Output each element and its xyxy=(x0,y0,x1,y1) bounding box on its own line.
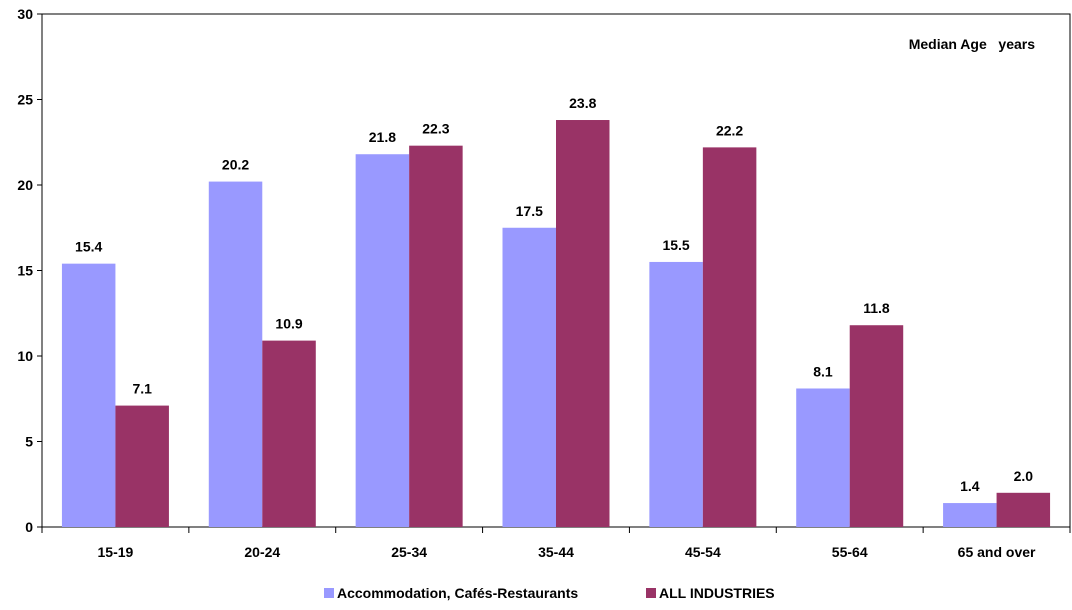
bar-all-industries-35-44 xyxy=(556,120,610,528)
bar-all-industries-65-and-over xyxy=(996,492,1051,527)
bar-all-industries-15-19 xyxy=(115,405,169,527)
data-label: 23.8 xyxy=(569,95,596,111)
x-tick-label: 55-64 xyxy=(832,544,868,560)
data-label: 2.0 xyxy=(1014,468,1034,484)
x-tick-label: 25-34 xyxy=(391,544,427,560)
data-label: 22.2 xyxy=(716,122,743,138)
data-label: 15.5 xyxy=(662,237,689,253)
y-tick-label: 20 xyxy=(17,177,33,193)
data-label: 1.4 xyxy=(960,478,980,494)
legend-swatch xyxy=(324,588,334,598)
y-tick-label: 0 xyxy=(25,519,33,535)
x-tick-label: 45-54 xyxy=(685,544,721,560)
legend-swatch xyxy=(646,588,656,598)
chart-annotation: Median Age years xyxy=(909,36,1036,52)
x-tick-label: 15-19 xyxy=(98,544,134,560)
bar-accommodation-15-19 xyxy=(61,263,116,527)
bar-accommodation-45-54 xyxy=(649,261,703,527)
data-label: 17.5 xyxy=(516,203,543,219)
y-tick-label: 30 xyxy=(17,6,33,22)
bar-accommodation-65-and-over xyxy=(943,503,997,527)
data-label: 15.4 xyxy=(75,239,102,255)
bar-all-industries-55-64 xyxy=(849,325,904,527)
bar-all-industries-45-54 xyxy=(702,147,757,527)
x-tick-label: 65 and over xyxy=(958,544,1036,560)
y-tick-label: 5 xyxy=(25,434,33,450)
data-label: 20.2 xyxy=(222,157,249,173)
bar-accommodation-55-64 xyxy=(796,388,850,527)
data-label: 7.1 xyxy=(132,381,152,397)
bars xyxy=(61,120,1051,528)
data-label: 22.3 xyxy=(422,121,449,137)
data-label: 21.8 xyxy=(369,129,396,145)
data-label: 11.8 xyxy=(863,300,890,316)
legend-label: ALL INDUSTRIES xyxy=(659,585,775,601)
data-labels: 15.4 7.1 20.2 10.9 21.8 22.3 17.5 23.8 15.5 22.2 8… xyxy=(75,95,1033,494)
y-tick-label: 10 xyxy=(17,348,33,364)
axes: 0 5 10 15 20 25 30 15-19 20-24 25-34 35-44 45-54 55-… xyxy=(17,6,1071,560)
legend: Accommodation, Cafés-Restaurants ALL INDU… xyxy=(324,585,775,601)
y-tick-label: 15 xyxy=(17,263,33,279)
bar-accommodation-20-24 xyxy=(208,181,263,527)
data-label: 10.9 xyxy=(275,316,302,332)
bar-all-industries-20-24 xyxy=(262,340,316,527)
legend-label: Accommodation, Cafés-Restaurants xyxy=(337,585,578,601)
bar-accommodation-35-44 xyxy=(502,227,556,527)
data-label: 8.1 xyxy=(813,363,833,379)
y-tick-label: 25 xyxy=(17,92,33,108)
bar-all-industries-25-34 xyxy=(409,145,463,528)
bar-accommodation-25-34 xyxy=(355,154,410,527)
x-tick-label: 20-24 xyxy=(244,544,280,560)
x-tick-label: 35-44 xyxy=(538,544,574,560)
